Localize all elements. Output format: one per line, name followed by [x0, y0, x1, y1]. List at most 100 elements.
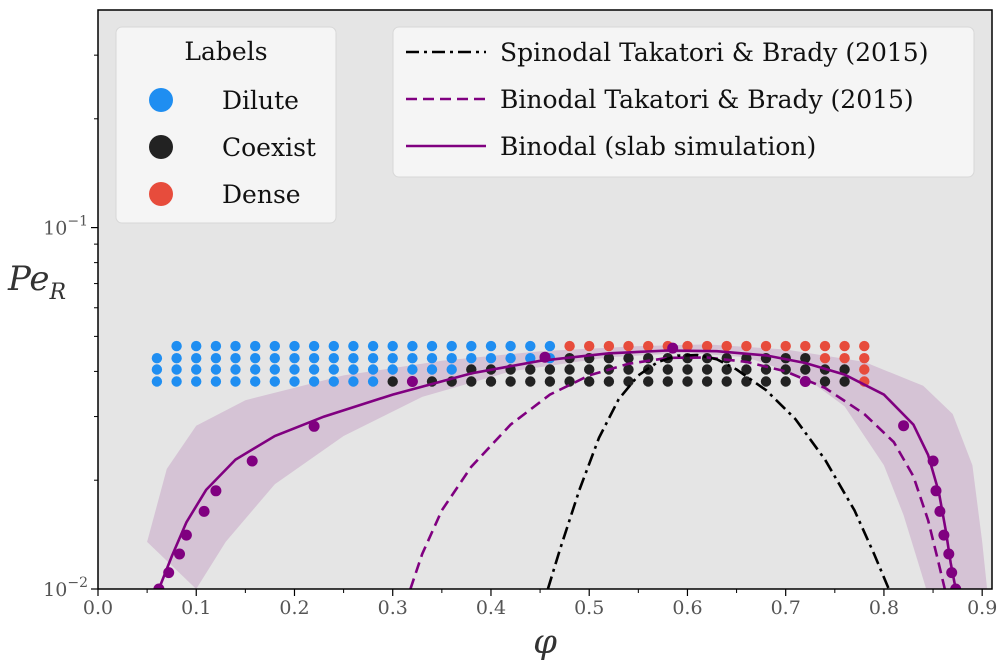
dense-point	[839, 353, 850, 364]
dilute-point	[250, 364, 261, 375]
coexist-point	[505, 376, 516, 387]
dilute-point	[308, 353, 320, 364]
dilute-point	[230, 353, 241, 364]
dilute-point	[230, 340, 241, 352]
dense-point	[603, 340, 615, 352]
x-tick-label: 0.0	[83, 597, 113, 619]
dilute-point	[230, 364, 241, 375]
x-tick-label: 0.8	[869, 597, 899, 619]
dense-point	[682, 340, 693, 352]
coexist-point	[839, 364, 850, 375]
dilute-point	[191, 340, 202, 352]
x-axis-title: φ	[533, 622, 557, 662]
dilute-point	[230, 376, 241, 387]
slab-simulation-marker	[153, 583, 165, 589]
slab-simulation-marker	[667, 342, 679, 354]
dilute-point	[250, 376, 261, 387]
dense-point	[721, 340, 732, 352]
dilute-point	[426, 353, 438, 364]
dilute-point	[308, 364, 320, 375]
coexist-point	[682, 364, 693, 375]
dilute-point	[426, 364, 438, 375]
y-tick-label: 10−2	[43, 575, 88, 601]
dilute-point	[485, 353, 497, 364]
slab-simulation-marker	[943, 548, 955, 560]
coexist-point	[544, 376, 556, 387]
coexist-point	[387, 376, 398, 387]
coexist-point	[623, 353, 634, 364]
slab-simulation-marker	[898, 420, 910, 432]
coexist-point	[741, 364, 752, 375]
dilute-point	[250, 340, 261, 352]
coexist-point	[819, 376, 831, 387]
dilute-point	[367, 353, 379, 364]
dilute-point	[210, 376, 222, 387]
x-tick-label: 0.9	[967, 597, 997, 619]
dense-point	[859, 364, 870, 375]
dilute-point	[348, 364, 359, 375]
dense-point	[859, 353, 870, 364]
dilute-point	[308, 376, 320, 387]
dilute-point	[151, 376, 163, 387]
slab-simulation-marker	[938, 529, 950, 541]
binodal-takatori-brady-2015-line	[409, 356, 947, 589]
coexist-point	[485, 376, 497, 387]
legend-label-binodal-slab-simulation: Binodal (slab simulation)	[500, 132, 816, 161]
coexist-point	[662, 364, 673, 375]
coexist-point	[584, 376, 595, 387]
dilute-point	[485, 340, 497, 352]
legend-label-spinodal-takatori-brady-2015: Spinodal Takatori & Brady (2015)	[500, 38, 928, 67]
dilute-point	[328, 364, 339, 375]
dilute-point	[407, 353, 418, 364]
coexist-point	[603, 353, 615, 364]
x-tick-label: 0.1	[181, 597, 211, 619]
slab-simulation-marker	[406, 376, 418, 387]
dilute-point	[348, 340, 359, 352]
slab-simulation-marker	[946, 567, 958, 579]
dilute-point	[525, 340, 536, 352]
dilute-point	[151, 353, 163, 364]
slab-simulation-marker	[927, 455, 939, 467]
slab-simulation-marker	[180, 529, 192, 541]
lines-legend: Spinodal Takatori & Brady (2015) Binodal …	[392, 26, 975, 178]
x-tick-label: 0.5	[574, 597, 604, 619]
dense-point	[819, 353, 831, 364]
dilute-point	[269, 353, 280, 364]
x-tick-label: 0.6	[672, 597, 702, 619]
coexist-point	[721, 376, 732, 387]
slab-simulation-marker	[799, 376, 811, 387]
slab-simulation-marker	[246, 455, 258, 467]
legend-marker-dilute	[149, 88, 173, 112]
dilute-point	[407, 340, 418, 352]
dilute-point	[151, 364, 163, 375]
legend-label-dilute: Dilute	[222, 86, 299, 115]
dilute-point	[328, 376, 339, 387]
dense-point	[741, 340, 752, 352]
dilute-point	[191, 353, 202, 364]
dilute-point	[387, 364, 398, 375]
dense-point	[701, 340, 713, 352]
dilute-point	[269, 340, 280, 352]
dilute-point	[505, 353, 516, 364]
coexist-point	[623, 364, 634, 375]
legend-label-binodal-takatori-brady-2015: Binodal Takatori & Brady (2015)	[500, 85, 914, 114]
y-axis-title-subscript: R	[48, 280, 66, 305]
x-tick-label: 0.3	[378, 597, 408, 619]
coexist-point	[701, 364, 713, 375]
legend-label-dense: Dense	[222, 180, 301, 209]
dilute-point	[446, 340, 457, 352]
slab-simulation-marker	[198, 505, 210, 517]
dilute-point	[348, 376, 359, 387]
coexist-point	[564, 364, 575, 375]
dense-point	[564, 340, 575, 352]
slab-simulation-marker	[930, 485, 942, 497]
dilute-point	[367, 340, 379, 352]
dilute-point	[466, 340, 477, 352]
coexist-point	[800, 353, 811, 364]
coexist-point	[584, 364, 595, 375]
coexist-point	[623, 376, 634, 387]
x-tick-label: 0.2	[279, 597, 309, 619]
dense-point	[839, 340, 850, 352]
dilute-point	[171, 353, 182, 364]
